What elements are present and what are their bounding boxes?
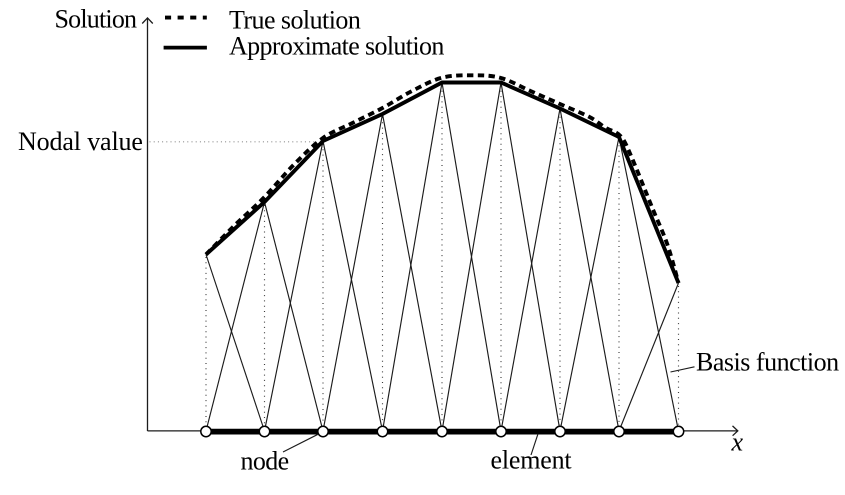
svg-text:Approximate solution: Approximate solution bbox=[229, 32, 444, 61]
svg-text:Solution: Solution bbox=[55, 5, 138, 34]
svg-text:Nodal value: Nodal value bbox=[18, 127, 143, 156]
svg-text:element: element bbox=[491, 445, 573, 474]
svg-text:Basis function: Basis function bbox=[696, 347, 839, 376]
svg-text:node: node bbox=[241, 447, 289, 476]
svg-text:True solution: True solution bbox=[229, 6, 361, 35]
svg-text:x: x bbox=[731, 428, 744, 457]
